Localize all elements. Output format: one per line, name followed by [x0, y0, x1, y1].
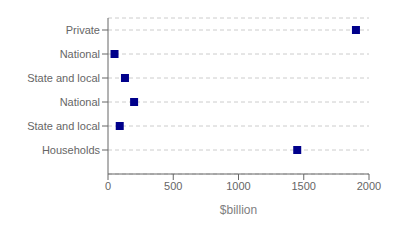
svg-text:0: 0 — [105, 180, 111, 192]
svg-text:Households: Households — [42, 144, 101, 156]
svg-text:National: National — [60, 96, 100, 108]
svg-text:National: National — [60, 48, 100, 60]
svg-text:1500: 1500 — [292, 180, 316, 192]
svg-text:State and local: State and local — [27, 72, 100, 84]
svg-text:2000: 2000 — [357, 180, 381, 192]
svg-text:500: 500 — [164, 180, 182, 192]
svg-text:1000: 1000 — [226, 180, 250, 192]
svg-text:State and local: State and local — [27, 120, 100, 132]
svg-text:Private: Private — [66, 24, 100, 36]
svg-text:$billion: $billion — [220, 203, 257, 217]
